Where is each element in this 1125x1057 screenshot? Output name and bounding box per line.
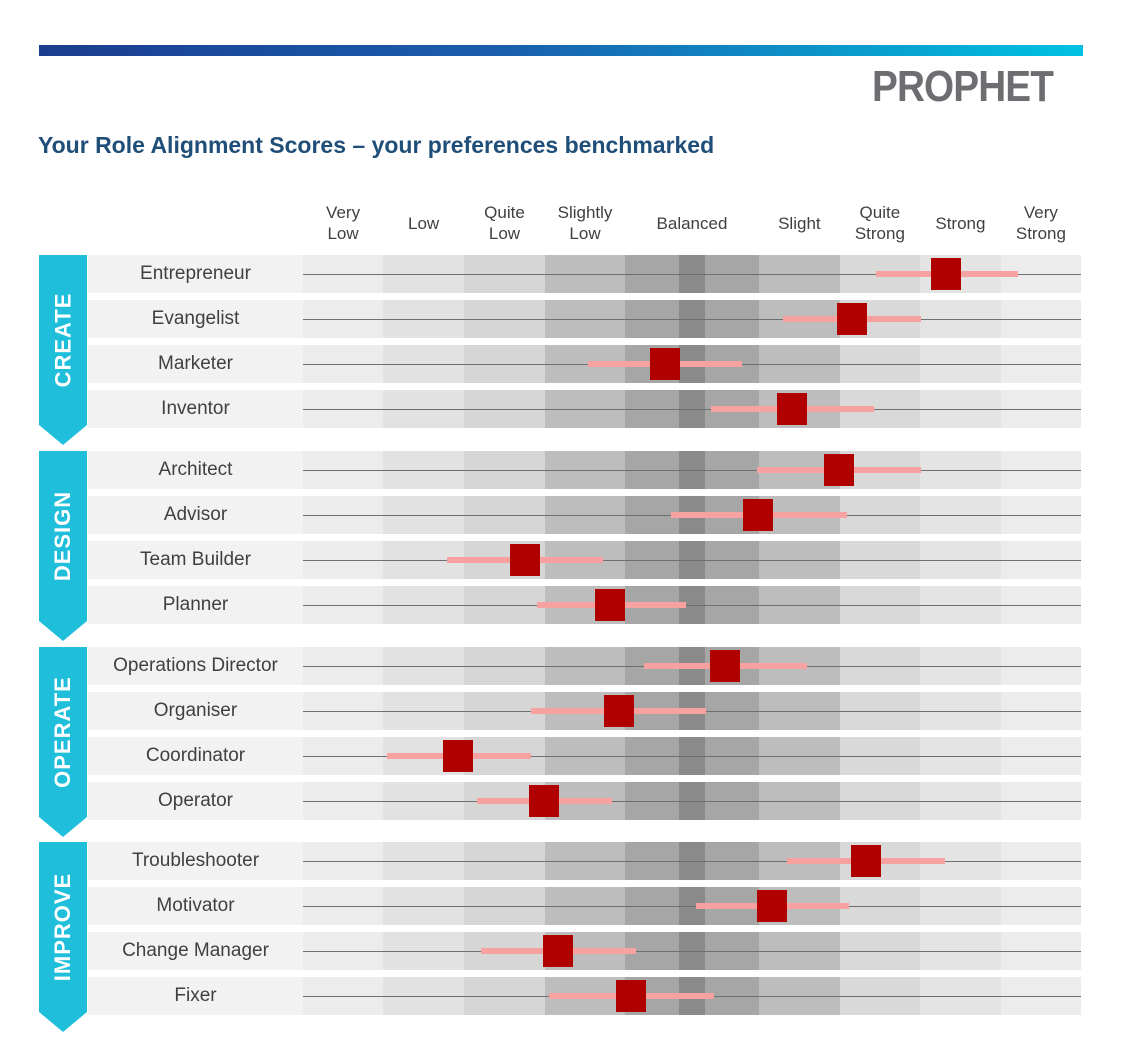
page-title: Your Role Alignment Scores – your prefer… bbox=[38, 132, 715, 158]
role-label: Team Builder bbox=[140, 549, 251, 570]
axis-line bbox=[303, 861, 1081, 862]
role-label: Troubleshooter bbox=[131, 850, 260, 871]
column-header: Very Strong bbox=[1015, 203, 1066, 243]
group-label-text: CREATE bbox=[50, 292, 76, 388]
score-marker bbox=[543, 935, 574, 967]
role-row: Marketer bbox=[88, 345, 1081, 383]
role-row: Change Manager bbox=[88, 932, 1081, 970]
role-row: Organiser bbox=[88, 692, 1081, 730]
score-marker bbox=[616, 980, 647, 1012]
role-row: Advisor bbox=[88, 496, 1081, 534]
role-label: Change Manager bbox=[122, 940, 269, 961]
column-header: Quite Strong bbox=[854, 203, 905, 243]
axis-line bbox=[303, 906, 1081, 907]
group-banner-improve: IMPROVE bbox=[39, 842, 87, 1032]
column-header: Very Low bbox=[326, 203, 361, 243]
role-row: Motivator bbox=[88, 887, 1081, 925]
group-banner-operate: OPERATE bbox=[39, 647, 87, 837]
score-marker bbox=[757, 890, 788, 922]
column-header: Quite Low bbox=[484, 203, 525, 243]
score-marker bbox=[930, 258, 961, 290]
axis-line bbox=[303, 605, 1081, 606]
score-marker bbox=[603, 695, 634, 727]
role-label: Inventor bbox=[161, 398, 230, 419]
group-label: IMPROVE bbox=[39, 842, 87, 1012]
score-marker bbox=[595, 589, 626, 621]
score-marker bbox=[851, 845, 882, 877]
column-header: Low bbox=[407, 213, 440, 233]
score-marker bbox=[509, 544, 540, 576]
group-banner-create: CREATE bbox=[39, 255, 87, 445]
axis-line bbox=[303, 470, 1081, 471]
role-label: Marketer bbox=[158, 353, 233, 374]
role-row: Inventor bbox=[88, 390, 1081, 428]
axis-line bbox=[303, 274, 1081, 275]
role-label: Planner bbox=[162, 594, 229, 615]
group-banner-design: DESIGN bbox=[39, 451, 87, 641]
group-label: DESIGN bbox=[39, 451, 87, 621]
role-label: Evangelist bbox=[151, 308, 240, 329]
group-label: OPERATE bbox=[39, 647, 87, 817]
role-row: Architect bbox=[88, 451, 1081, 489]
column-header: Slight bbox=[778, 213, 821, 233]
role-row: Coordinator bbox=[88, 737, 1081, 775]
score-marker bbox=[649, 348, 680, 380]
role-row: Evangelist bbox=[88, 300, 1081, 338]
axis-line bbox=[303, 560, 1081, 561]
role-label: Organiser bbox=[153, 700, 238, 721]
role-row: Fixer bbox=[88, 977, 1081, 1015]
column-header: Slightly Low bbox=[557, 203, 613, 243]
column-header: Balanced bbox=[656, 213, 728, 233]
role-row: Operator bbox=[88, 782, 1081, 820]
score-marker bbox=[709, 650, 740, 682]
axis-line bbox=[303, 319, 1081, 320]
role-label: Entrepreneur bbox=[140, 263, 251, 284]
group-label-text: IMPROVE bbox=[50, 872, 75, 982]
axis-line bbox=[303, 409, 1081, 410]
role-label: Fixer bbox=[174, 985, 217, 1006]
column-header: Strong bbox=[935, 213, 986, 233]
group-label-text: DESIGN bbox=[50, 490, 76, 582]
header-gradient-bar bbox=[39, 45, 1083, 56]
group-label-text: OPERATE bbox=[50, 676, 75, 788]
role-label: Advisor bbox=[163, 504, 228, 525]
prophet-logo: PROPHET bbox=[872, 62, 1054, 111]
role-label: Motivator bbox=[156, 895, 235, 916]
score-marker bbox=[529, 785, 560, 817]
score-marker bbox=[824, 454, 855, 486]
role-label: Coordinator bbox=[145, 745, 246, 766]
role-label: Architect bbox=[158, 459, 233, 480]
score-marker bbox=[442, 740, 473, 772]
role-row: Planner bbox=[88, 586, 1081, 624]
role-label: Operations Director bbox=[113, 655, 278, 676]
axis-line bbox=[303, 801, 1081, 802]
role-row: Entrepreneur bbox=[88, 255, 1081, 293]
axis-line bbox=[303, 756, 1081, 757]
role-row: Operations Director bbox=[88, 647, 1081, 685]
role-row: Team Builder bbox=[88, 541, 1081, 579]
score-marker bbox=[837, 303, 868, 335]
role-row: Troubleshooter bbox=[88, 842, 1081, 880]
axis-line bbox=[303, 951, 1081, 952]
score-marker bbox=[777, 393, 808, 425]
score-marker bbox=[743, 499, 774, 531]
group-label: CREATE bbox=[39, 255, 87, 425]
role-label: Operator bbox=[158, 790, 233, 811]
